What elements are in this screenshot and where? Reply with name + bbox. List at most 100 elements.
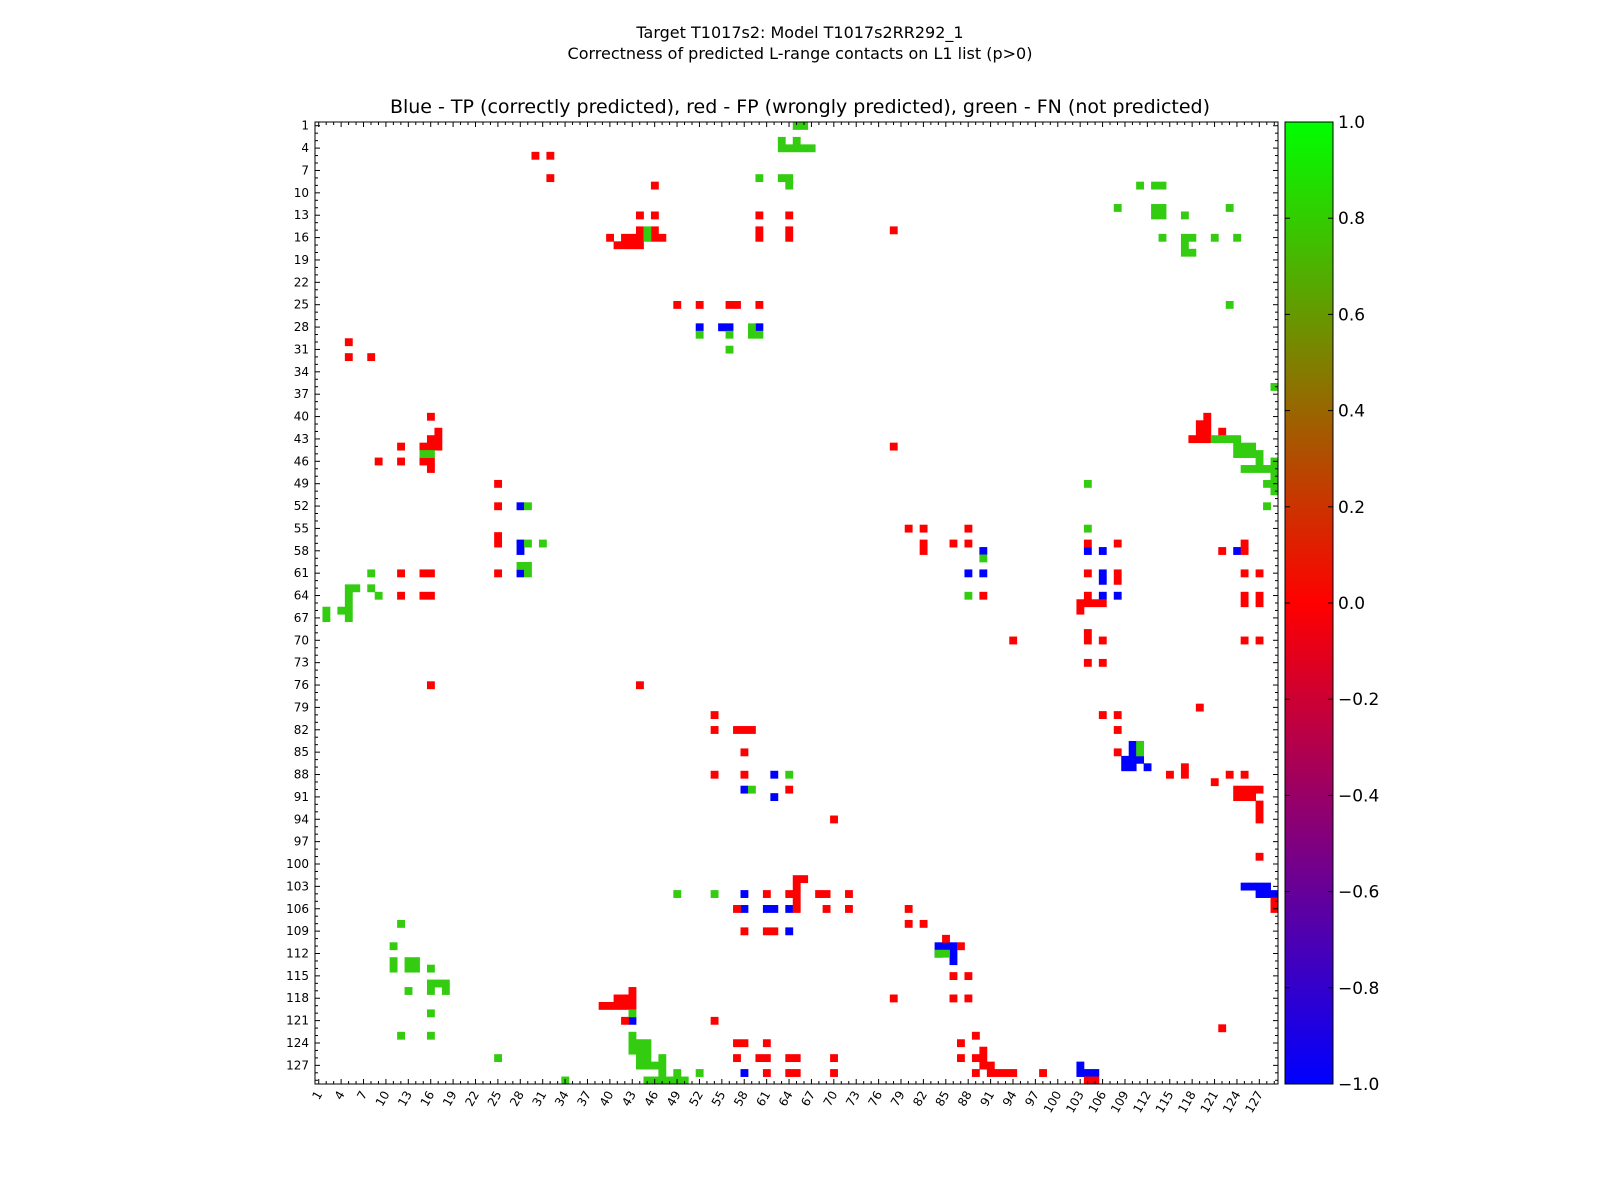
cell-fp [762, 890, 771, 898]
cell-fn [643, 1061, 652, 1070]
cell-tp [740, 1069, 749, 1077]
cell-fp [1083, 539, 1092, 548]
cell-fn [1248, 442, 1257, 451]
cell-fp [1113, 726, 1122, 734]
y-tick-label: 43 [294, 432, 309, 446]
y-tick-label: 31 [294, 342, 309, 356]
cell-fn [792, 144, 801, 153]
cell-fp [845, 905, 853, 913]
cell-fp [792, 897, 801, 906]
x-tick-label: 34 [552, 1089, 572, 1109]
cell-tp [979, 569, 988, 578]
cell-fn [673, 1069, 682, 1077]
cell-fn [673, 890, 682, 898]
x-tick-label: 106 [1086, 1089, 1110, 1116]
cell-fp [1083, 1076, 1092, 1085]
cell-fp [1255, 808, 1264, 816]
cell-tp [785, 905, 794, 913]
cell-tp [740, 890, 749, 898]
y-tick-label: 34 [294, 365, 309, 379]
cell-fn [628, 1039, 637, 1048]
cell-fn [807, 144, 816, 153]
y-tick-label: 82 [294, 723, 309, 737]
cell-fp [1098, 711, 1107, 719]
cell-fn [397, 1031, 405, 1040]
cell-fp [650, 211, 659, 220]
colorbar-tick-label: 0.2 [1338, 498, 1365, 518]
y-tick-label: 22 [294, 275, 309, 289]
cell-fp [397, 591, 405, 600]
cell-fp [426, 591, 435, 600]
cell-fp [785, 233, 794, 242]
x-tick-label: 4 [332, 1089, 348, 1103]
cell-fn [650, 1061, 659, 1070]
cell-fn [1083, 524, 1092, 533]
plot-frame [314, 121, 1279, 1085]
cell-fp [1255, 800, 1264, 809]
y-tick-label: 70 [294, 633, 309, 647]
cell-fp [986, 1061, 995, 1070]
y-tick-label: 115 [286, 969, 309, 983]
cell-fn [934, 949, 943, 958]
cell-tp [762, 905, 771, 913]
cell-fp [733, 300, 741, 309]
colorbar-tick-label: 1.0 [1338, 113, 1365, 133]
y-tick-label: 88 [294, 768, 309, 782]
cell-tp [1263, 882, 1271, 891]
cell-fn [426, 987, 435, 995]
cell-fp [1240, 547, 1249, 555]
x-tick-label: 10 [373, 1089, 393, 1109]
x-tick-label: 118 [1175, 1089, 1199, 1116]
y-tick-label: 124 [286, 1036, 309, 1050]
colorbar-tick-label: −0.4 [1338, 786, 1379, 806]
cell-fn [785, 181, 794, 190]
cell-fp [1255, 569, 1264, 578]
y-tick-label: 46 [294, 454, 309, 468]
cell-fp [957, 1039, 965, 1048]
x-tick-label: 115 [1153, 1089, 1177, 1116]
cell-fn [964, 591, 973, 600]
x-tick-label: 97 [1022, 1089, 1042, 1109]
cell-fp [1240, 539, 1249, 548]
cell-fp [1218, 1024, 1227, 1033]
cell-tp [1098, 576, 1107, 585]
y-tick-label: 106 [286, 902, 309, 916]
colorbar-tick-label: 0.4 [1338, 402, 1365, 422]
cell-fn [643, 1076, 652, 1085]
cell-fp [636, 211, 644, 220]
cell-fn [1180, 241, 1189, 250]
y-tick-label: 76 [294, 678, 309, 692]
cell-fp [830, 815, 838, 824]
cell-fp [889, 994, 898, 1003]
cell-fn [792, 122, 801, 130]
cell-fp [374, 457, 383, 466]
cell-fp [889, 226, 898, 235]
cell-fn [389, 942, 398, 951]
cell-fn [785, 174, 794, 183]
cell-tp [1113, 591, 1122, 600]
cell-fn [643, 233, 652, 242]
y-tick-label: 10 [294, 186, 309, 200]
cell-fn [785, 144, 794, 153]
cell-fn [792, 136, 801, 145]
cell-fp [755, 233, 764, 242]
y-tick-label: 85 [294, 745, 309, 759]
y-tick-label: 73 [294, 656, 309, 670]
cell-fp [1076, 599, 1085, 608]
cell-fn [628, 1031, 637, 1040]
cell-fn [404, 964, 413, 973]
cell-fp [979, 1054, 988, 1063]
cell-fp [1255, 785, 1264, 794]
cell-tp [628, 1016, 637, 1025]
cell-tp [770, 793, 779, 802]
cell-fn [1263, 479, 1271, 488]
cell-fn [636, 1046, 644, 1055]
cell-fn [1113, 204, 1122, 212]
x-tick-label: 91 [977, 1089, 997, 1109]
cell-fp [1091, 1076, 1100, 1085]
cell-tp [1270, 890, 1279, 898]
cell-fn [1270, 487, 1279, 496]
cell-fp [1083, 636, 1092, 645]
cell-fp [494, 502, 503, 511]
cell-fp [1255, 591, 1264, 600]
